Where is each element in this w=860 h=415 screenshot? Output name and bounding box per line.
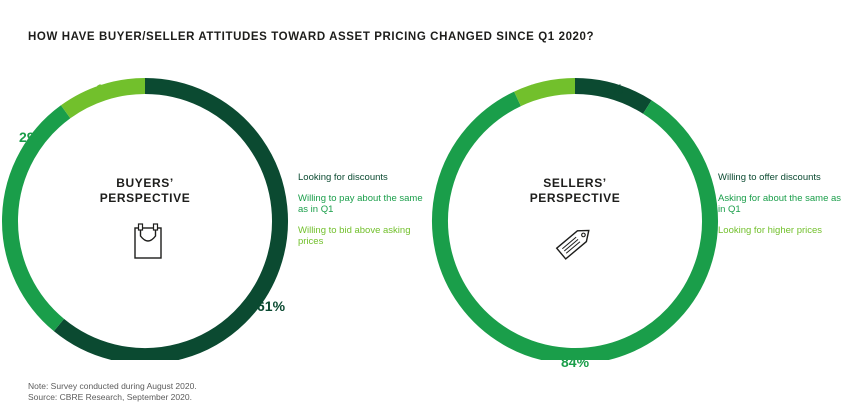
sellers-slice-1	[432, 91, 718, 360]
sellers-legend-item-same: Asking for about the same as in Q1	[718, 192, 842, 216]
sellers-slice-0	[574, 78, 652, 114]
chart-title: HOW HAVE BUYER/SELLER ATTITUDES TOWARD A…	[28, 31, 595, 43]
sellers-donut-chart	[430, 0, 730, 360]
buyers-legend-item-same: Willing to pay about the same as in Q1	[298, 192, 423, 216]
sellers-legend: Willing to offer discounts Asking for ab…	[718, 172, 843, 245]
buyers-pct-looking-for-discounts: 61%	[257, 298, 286, 314]
buyers-center-label-line-2: PERSPECTIVE	[99, 191, 191, 205]
buyers-pct-bid-above: 10%	[96, 81, 125, 97]
buyers-legend-item-discounts: Looking for discounts	[298, 172, 388, 183]
sellers-legend-item-discounts: Willing to offer discounts	[718, 172, 821, 183]
survey-note: Note: Survey conducted during August 202…	[28, 381, 197, 391]
sellers-pct-asking-same: 84%	[561, 354, 590, 370]
sellers-pct-higher-prices: 7%	[531, 81, 552, 97]
shopping-bag-icon	[134, 223, 162, 259]
sellers-donut-svg	[432, 78, 718, 360]
buyers-slice-2	[60, 78, 146, 119]
sellers-slice-2	[514, 78, 576, 107]
sellers-pct-offer-discounts: 9%	[603, 81, 624, 97]
buyers-legend: Looking for discounts Willing to pay abo…	[298, 172, 423, 257]
buyers-pct-pay-same: 29%	[19, 129, 48, 145]
buyers-slice-1	[2, 105, 71, 332]
buyers-donut-chart	[0, 0, 300, 360]
buyers-legend-item-bid-above: Willing to bid above asking prices	[298, 224, 411, 248]
sellers-center-label: SELLERS’ PERSPECTIVE	[495, 176, 655, 206]
buyers-donut-svg	[2, 78, 288, 360]
buyers-center-label-line-1: BUYERS’	[116, 176, 174, 190]
buyers-slice-0	[53, 78, 288, 360]
buyers-center-label: BUYERS’ PERSPECTIVE	[65, 176, 225, 206]
sellers-center-label-line-2: PERSPECTIVE	[529, 191, 621, 205]
source-note: Source: CBRE Research, September 2020.	[28, 391, 192, 402]
sellers-center-label-line-1: SELLERS’	[543, 176, 607, 190]
price-tag-icon	[555, 229, 590, 260]
sellers-legend-item-higher: Looking for higher prices	[718, 224, 823, 236]
footnote: Note: Survey conducted during August 202…	[28, 381, 197, 402]
